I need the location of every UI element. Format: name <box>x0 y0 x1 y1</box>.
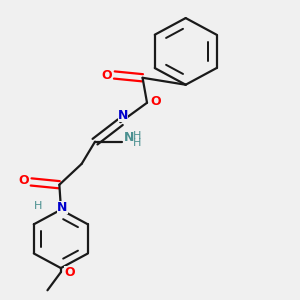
Text: O: O <box>102 68 112 82</box>
Text: N: N <box>118 109 128 122</box>
Text: H: H <box>133 137 142 148</box>
Text: O: O <box>18 174 29 187</box>
Text: N: N <box>124 131 134 144</box>
Text: N: N <box>57 201 68 214</box>
Text: H: H <box>34 201 43 211</box>
Text: O: O <box>150 95 161 108</box>
Text: H: H <box>133 130 142 141</box>
Text: O: O <box>64 266 75 279</box>
